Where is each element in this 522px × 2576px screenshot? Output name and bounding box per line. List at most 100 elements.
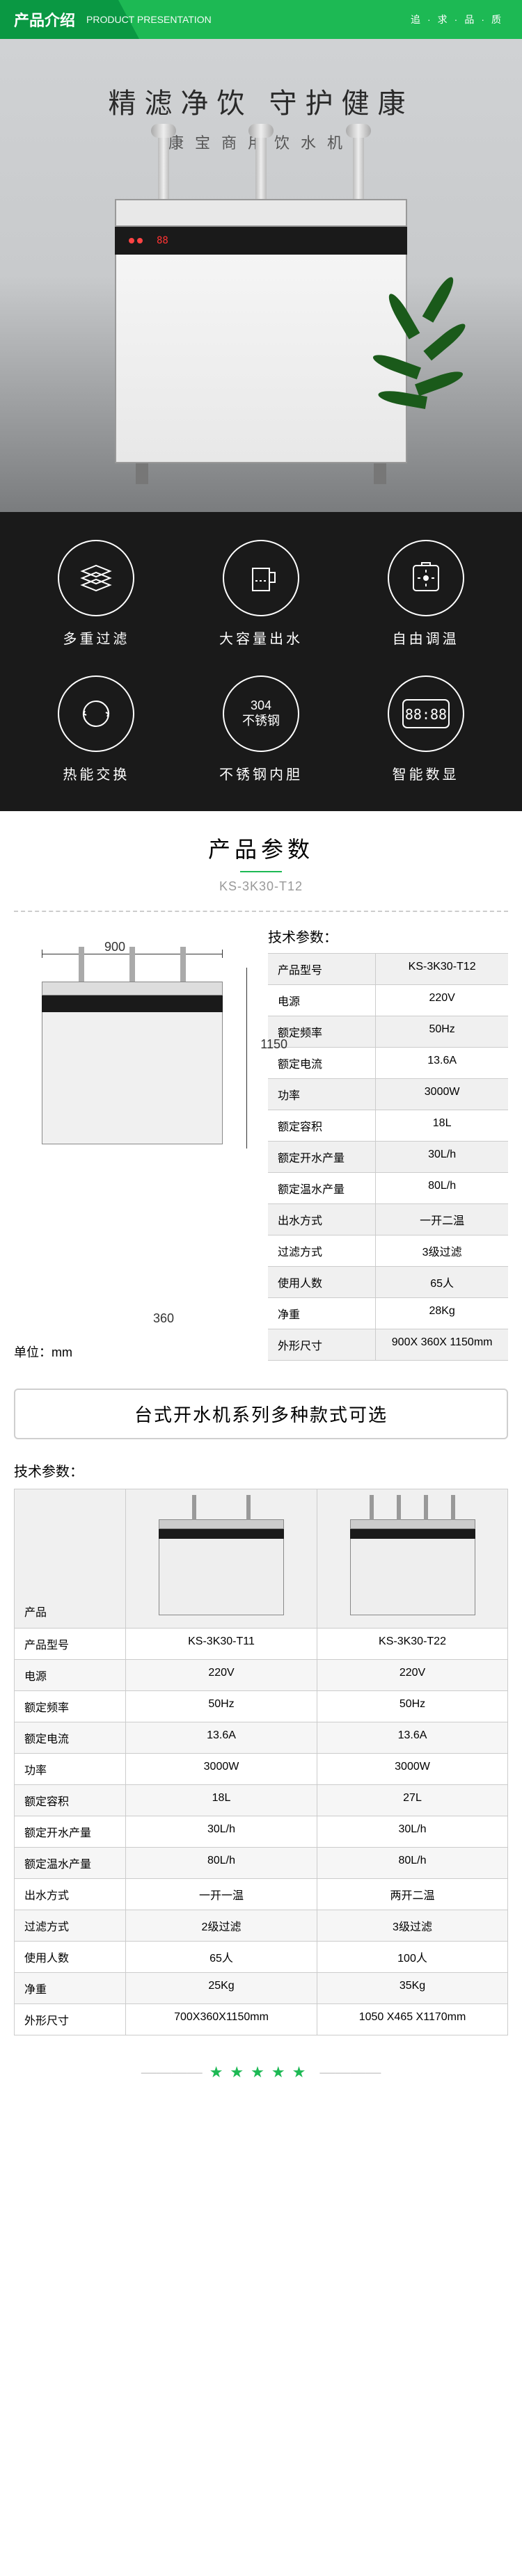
thermostat-icon xyxy=(388,540,464,616)
compare-row-value-b: 13.6A xyxy=(317,1722,508,1753)
compare-head-b xyxy=(317,1489,508,1628)
compare-row-value-a: 13.6A xyxy=(125,1722,317,1753)
compare-row-value-a: 700X360X1150mm xyxy=(125,2003,317,2035)
compare-row-value-a: 2级过滤 xyxy=(125,1910,317,1941)
compare-row-value-a: 65人 xyxy=(125,1941,317,1972)
decorative-plant-icon xyxy=(365,275,491,484)
feature-item: 热能交换 xyxy=(21,675,172,783)
compare-row-label: 额定电流 xyxy=(14,1722,125,1753)
features-grid: 多重过滤 大容量出水 自由调温 热能交换 304不锈钢 不锈钢内胆 88:88 … xyxy=(0,512,522,811)
faucet-icon xyxy=(158,129,169,199)
compare-row-value-b: 80L/h xyxy=(317,1847,508,1878)
compare-table: 产品产品型号KS-3K30-T11KS-3K30-T22电源220V220V额定… xyxy=(14,1489,508,2035)
compare-row-value-a: 18L xyxy=(125,1784,317,1816)
compare-row-label: 电源 xyxy=(14,1659,125,1690)
compare-row-value-b: 1050 X465 X1170mm xyxy=(317,2003,508,2035)
header-quality-tag: 追·求·品·质 xyxy=(411,13,508,26)
spec-row: 出水方式一开二温 xyxy=(268,1203,508,1235)
compare-row-value-a: 一开一温 xyxy=(125,1878,317,1910)
steel-304-icon: 304不锈钢 xyxy=(223,675,299,752)
spec-row-value: 65人 xyxy=(376,1267,508,1297)
spec-row: 额定频率50Hz xyxy=(268,1016,508,1047)
spec-row: 额定容积18L xyxy=(268,1110,508,1141)
feature-item: 自由调温 xyxy=(350,540,501,648)
compare-row-label: 额定开水产量 xyxy=(14,1816,125,1847)
spec-row-label: 产品型号 xyxy=(268,954,376,984)
compare-row-value-b: 30L/h xyxy=(317,1816,508,1847)
compare-row-value-b: KS-3K30-T22 xyxy=(317,1628,508,1659)
spec-row: 额定开水产量30L/h xyxy=(268,1141,508,1172)
variants-section: 台式开水机系列多种款式可选 技术参数： 产品产品型号KS-3K30-T11KS-… xyxy=(0,1375,522,2049)
compare-row-value-a: 50Hz xyxy=(125,1690,317,1722)
feature-label: 多重过滤 xyxy=(21,627,172,648)
spec-row: 额定电流13.6A xyxy=(268,1047,508,1078)
spec-row-label: 出水方式 xyxy=(268,1204,376,1235)
spec-row-label: 功率 xyxy=(268,1079,376,1110)
compare-row-label: 外形尺寸 xyxy=(14,2003,125,2035)
spec-row: 产品型号KS-3K30-T12 xyxy=(268,953,508,984)
compare-row-label: 使用人数 xyxy=(14,1941,125,1972)
dotted-divider-icon xyxy=(14,911,508,912)
spec-row-label: 额定电流 xyxy=(268,1048,376,1078)
compare-row-value-a: 220V xyxy=(125,1659,317,1690)
compare-row-value-a: 30L/h xyxy=(125,1816,317,1847)
spec-row-value: 3级过滤 xyxy=(376,1235,508,1266)
spec-row-label: 过滤方式 xyxy=(268,1235,376,1266)
feature-label: 不锈钢内胆 xyxy=(186,763,337,783)
spec-row-value: 80L/h xyxy=(376,1173,508,1203)
spec-row-label: 额定开水产量 xyxy=(268,1142,376,1172)
digital-display-icon: 88:88 xyxy=(388,675,464,752)
spec-row-label: 外形尺寸 xyxy=(268,1329,376,1360)
faucet-icon xyxy=(255,129,267,199)
variant-thumb-icon xyxy=(159,1495,284,1615)
feature-label: 热能交换 xyxy=(21,763,172,783)
spec-row-value: 30L/h xyxy=(376,1142,508,1172)
feature-label: 自由调温 xyxy=(350,627,501,648)
machine-led-display: 88 xyxy=(115,227,407,255)
compare-head-a xyxy=(125,1489,317,1628)
spec-row-value: 13.6A xyxy=(376,1048,508,1078)
spec-row-value: 50Hz xyxy=(376,1016,508,1047)
faucet-icon xyxy=(353,129,364,199)
dim-height: 1150 xyxy=(260,1037,287,1052)
spec-row-label: 电源 xyxy=(268,985,376,1016)
compare-row-value-b: 50Hz xyxy=(317,1690,508,1722)
compare-row-value-b: 两开二温 xyxy=(317,1878,508,1910)
hero-section: 精滤净饮 守护健康 康宝商用饮水机 88 xyxy=(0,39,522,512)
feature-label: 大容量出水 xyxy=(186,627,337,648)
feature-item: 多重过滤 xyxy=(21,540,172,648)
spec-row-label: 净重 xyxy=(268,1298,376,1329)
hero-product-illustration: 88 xyxy=(115,199,407,484)
spec-row-label: 使用人数 xyxy=(268,1267,376,1297)
compare-row-value-a: KS-3K30-T11 xyxy=(125,1628,317,1659)
spec-title: 产品参数 xyxy=(14,832,508,864)
spec-table-title: 技术参数： xyxy=(268,926,508,946)
compare-row-label: 产品型号 xyxy=(14,1628,125,1659)
spec-section: 产品参数 KS-3K30-T12 900 1150 360 单位：mm 技术参数… xyxy=(0,811,522,1375)
hero-headline: 精滤净饮 守护健康 xyxy=(0,81,522,121)
spec-row-value: 220V xyxy=(376,985,508,1016)
variant-thumb-icon xyxy=(350,1495,475,1615)
compare-row-label: 功率 xyxy=(14,1753,125,1784)
spec-row-label: 额定容积 xyxy=(268,1110,376,1141)
filter-layers-icon xyxy=(58,540,134,616)
spec-row-value: 3000W xyxy=(376,1079,508,1110)
big-cup-icon xyxy=(223,540,299,616)
dimension-diagram: 900 1150 360 单位：mm xyxy=(14,926,254,1361)
spec-row: 净重28Kg xyxy=(268,1297,508,1329)
feature-label: 智能数显 xyxy=(350,763,501,783)
compare-row-label: 额定温水产量 xyxy=(14,1847,125,1878)
feature-item: 大容量出水 xyxy=(186,540,337,648)
compare-row-label: 额定容积 xyxy=(14,1784,125,1816)
section-header-bar: 产品介绍 PRODUCT PRESENTATION 追·求·品·质 xyxy=(0,0,522,39)
compare-row-value-b: 220V xyxy=(317,1659,508,1690)
header-title-en: PRODUCT PRESENTATION xyxy=(86,14,212,25)
variants-subtitle: 技术参数： xyxy=(14,1460,508,1480)
svg-text:88:88: 88:88 xyxy=(405,706,447,723)
compare-row-label: 额定频率 xyxy=(14,1690,125,1722)
variants-banner: 台式开水机系列多种款式可选 xyxy=(14,1389,508,1439)
compare-row-value-a: 3000W xyxy=(125,1753,317,1784)
divider-icon xyxy=(240,871,282,872)
compare-row-value-b: 35Kg xyxy=(317,1972,508,2003)
compare-row-value-b: 3000W xyxy=(317,1753,508,1784)
